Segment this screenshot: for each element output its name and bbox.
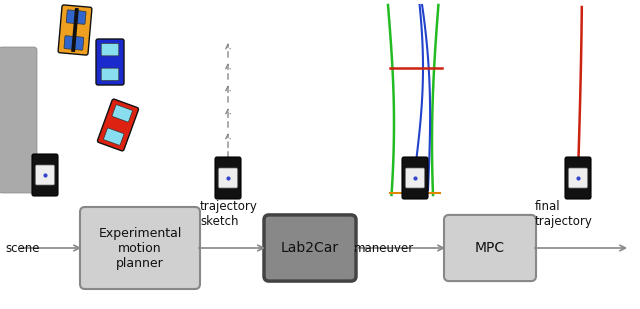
FancyBboxPatch shape (0, 47, 37, 193)
FancyBboxPatch shape (405, 168, 425, 188)
Text: maneuver: maneuver (354, 242, 414, 255)
FancyBboxPatch shape (218, 168, 237, 188)
FancyBboxPatch shape (101, 43, 119, 56)
Bar (71, 8, 79, 52)
FancyBboxPatch shape (97, 99, 138, 151)
FancyBboxPatch shape (101, 68, 119, 81)
FancyBboxPatch shape (215, 157, 241, 199)
Text: MPC: MPC (475, 241, 505, 255)
Text: scene: scene (5, 242, 40, 255)
FancyBboxPatch shape (104, 128, 124, 145)
Text: Lab2Car: Lab2Car (281, 241, 339, 255)
FancyBboxPatch shape (66, 10, 86, 24)
FancyBboxPatch shape (32, 154, 58, 196)
FancyBboxPatch shape (112, 105, 132, 122)
FancyBboxPatch shape (565, 157, 591, 199)
FancyBboxPatch shape (444, 215, 536, 281)
FancyBboxPatch shape (80, 207, 200, 289)
FancyBboxPatch shape (264, 215, 356, 281)
Text: Experimental
motion
planner: Experimental motion planner (99, 226, 182, 269)
FancyBboxPatch shape (35, 165, 55, 185)
Text: trajectory
sketch: trajectory sketch (200, 200, 258, 228)
FancyBboxPatch shape (568, 168, 588, 188)
FancyBboxPatch shape (96, 39, 124, 85)
FancyBboxPatch shape (64, 36, 84, 50)
FancyBboxPatch shape (402, 157, 428, 199)
FancyBboxPatch shape (58, 5, 92, 55)
Text: final
trajectory: final trajectory (535, 200, 593, 228)
